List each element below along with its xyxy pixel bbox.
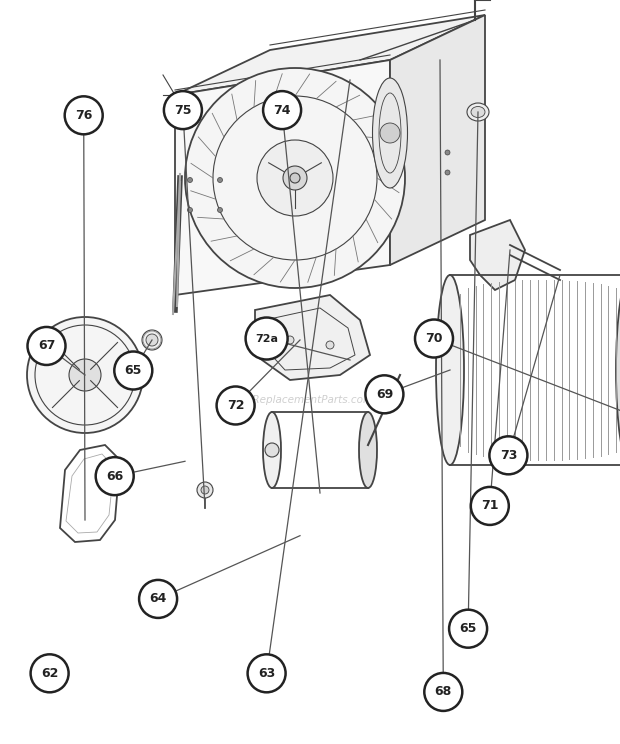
Circle shape <box>30 654 69 693</box>
Ellipse shape <box>263 412 281 488</box>
Circle shape <box>187 208 192 213</box>
Circle shape <box>64 96 103 135</box>
Text: 75: 75 <box>174 103 192 117</box>
Circle shape <box>201 486 209 494</box>
Ellipse shape <box>146 334 158 346</box>
Circle shape <box>197 482 213 498</box>
Circle shape <box>415 319 453 358</box>
Circle shape <box>164 91 202 129</box>
Text: 68: 68 <box>435 685 452 699</box>
Circle shape <box>187 178 192 182</box>
Circle shape <box>365 375 404 414</box>
Text: 62: 62 <box>41 667 58 680</box>
Circle shape <box>263 91 301 129</box>
Ellipse shape <box>373 78 407 188</box>
Circle shape <box>290 173 300 183</box>
Text: 66: 66 <box>106 469 123 483</box>
Text: 64: 64 <box>149 592 167 606</box>
Circle shape <box>246 318 288 359</box>
Ellipse shape <box>359 412 377 488</box>
Ellipse shape <box>142 330 162 350</box>
Circle shape <box>69 359 101 391</box>
Text: 65: 65 <box>125 364 142 377</box>
Circle shape <box>216 386 255 425</box>
Circle shape <box>380 123 400 143</box>
Polygon shape <box>470 220 525 290</box>
Text: eReplacementParts.com: eReplacementParts.com <box>246 395 374 405</box>
Text: 72a: 72a <box>255 333 278 344</box>
Ellipse shape <box>467 103 489 121</box>
Circle shape <box>218 208 223 213</box>
Circle shape <box>445 170 450 175</box>
Circle shape <box>424 673 463 711</box>
Text: 69: 69 <box>376 388 393 401</box>
Text: 71: 71 <box>481 499 498 513</box>
Polygon shape <box>390 15 485 265</box>
Ellipse shape <box>471 106 485 118</box>
Circle shape <box>27 317 143 433</box>
Circle shape <box>139 580 177 618</box>
Ellipse shape <box>436 275 464 465</box>
Circle shape <box>449 609 487 648</box>
Circle shape <box>265 443 279 457</box>
Text: 72: 72 <box>227 399 244 412</box>
Text: 70: 70 <box>425 332 443 345</box>
Circle shape <box>27 327 66 365</box>
Ellipse shape <box>616 275 620 465</box>
Circle shape <box>326 341 334 349</box>
Circle shape <box>114 351 153 390</box>
Circle shape <box>286 336 294 344</box>
Polygon shape <box>255 295 370 380</box>
Text: 73: 73 <box>500 449 517 462</box>
Circle shape <box>283 166 307 190</box>
Text: 67: 67 <box>38 339 55 353</box>
Text: 74: 74 <box>273 103 291 117</box>
Polygon shape <box>175 15 485 95</box>
Circle shape <box>185 68 405 288</box>
Circle shape <box>247 654 286 693</box>
Circle shape <box>218 178 223 182</box>
Circle shape <box>489 436 528 475</box>
Text: 65: 65 <box>459 622 477 635</box>
Text: 63: 63 <box>258 667 275 680</box>
Circle shape <box>257 140 333 216</box>
Text: 76: 76 <box>75 109 92 122</box>
Circle shape <box>445 150 450 155</box>
Circle shape <box>471 487 509 525</box>
Polygon shape <box>175 60 390 295</box>
Circle shape <box>95 457 134 496</box>
